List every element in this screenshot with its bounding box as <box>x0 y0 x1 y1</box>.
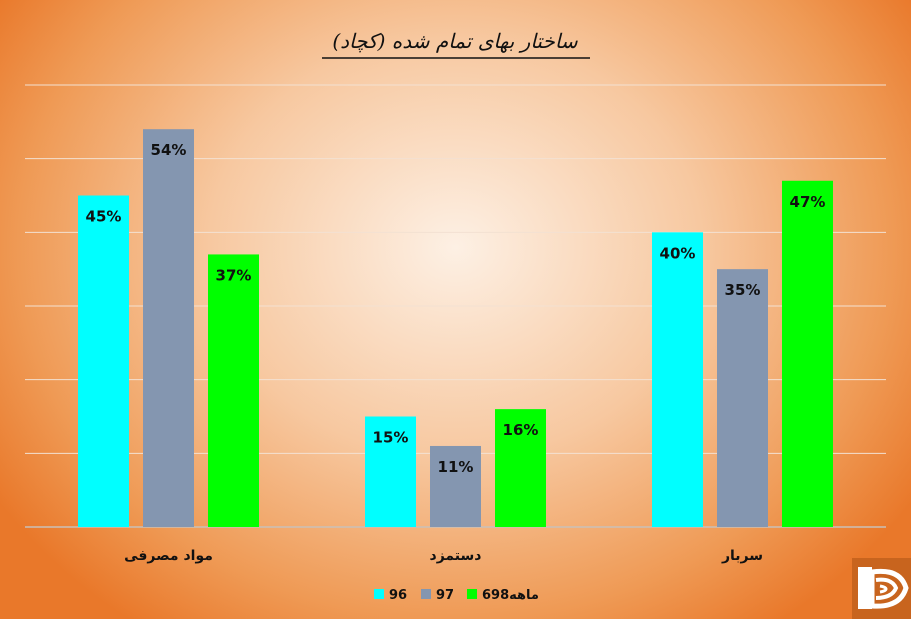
data-label: 45% <box>86 208 122 226</box>
legend-swatch-96 <box>374 589 384 599</box>
bar-96-1 <box>78 195 129 527</box>
bar-6ماهه98-3 <box>782 180 833 527</box>
data-label: 54% <box>151 141 187 159</box>
data-label: 40% <box>660 244 696 262</box>
legend: 96 97 6ماهه98 <box>374 588 539 603</box>
bars-group <box>78 129 833 528</box>
logo-mark-icon <box>858 567 909 609</box>
data-label: 16% <box>503 421 539 439</box>
data-label: 35% <box>725 281 761 299</box>
chart-title-group: ساختار بهای تمام شده (کچاد) <box>322 29 590 59</box>
data-label: 15% <box>373 429 409 447</box>
data-label: 37% <box>216 266 252 284</box>
bar-96-2 <box>365 416 416 527</box>
category-label: مواد مصرفی <box>124 548 213 564</box>
bar-97-2 <box>430 445 481 527</box>
bar-6ماهه98-1 <box>208 254 259 527</box>
legend-swatch-97 <box>421 589 431 599</box>
legend-swatch-6ماهه98 <box>467 589 477 599</box>
bar-6ماهه98-2 <box>495 409 546 527</box>
category-label: سربار <box>721 548 763 564</box>
legend-label: 96 <box>389 588 407 603</box>
corner-logo-icon <box>852 558 911 619</box>
chart-title: ساختار بهای تمام شده (کچاد) <box>332 29 578 53</box>
bar-97-3 <box>717 269 768 527</box>
legend-label: 6ماهه98 <box>482 588 539 603</box>
value-labels-group: 45% 54% 37% 15% 11% 16% 40% 35% 47% <box>86 141 826 476</box>
legend-label: 97 <box>436 588 454 603</box>
data-label: 11% <box>438 458 474 476</box>
bar-97-1 <box>143 129 194 527</box>
category-label: دستمزد <box>430 548 482 564</box>
data-label: 47% <box>790 193 826 211</box>
bar-96-3 <box>652 232 703 528</box>
category-labels-group: مواد مصرفی دستمزد سربار <box>124 548 763 564</box>
